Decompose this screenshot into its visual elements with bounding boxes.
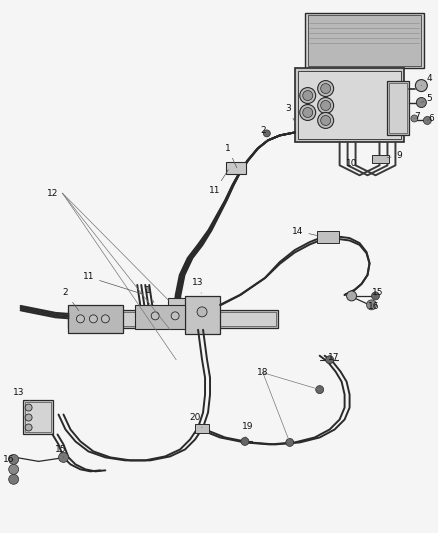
Bar (68, 305, 124, 333)
Circle shape (316, 385, 324, 393)
Text: 3: 3 (285, 104, 296, 123)
Text: 9: 9 (387, 151, 402, 160)
Circle shape (9, 455, 19, 464)
Circle shape (321, 84, 331, 94)
Text: 15: 15 (372, 288, 383, 297)
Text: 19: 19 (242, 422, 254, 439)
Circle shape (321, 101, 331, 110)
Text: 13: 13 (13, 388, 30, 401)
Text: 11: 11 (209, 169, 229, 195)
Bar (295, 68, 404, 142)
Circle shape (151, 312, 159, 320)
Circle shape (171, 312, 179, 320)
Circle shape (318, 98, 334, 114)
Circle shape (286, 439, 294, 447)
Circle shape (89, 315, 97, 323)
Circle shape (417, 98, 426, 108)
Bar (317, 231, 339, 243)
Text: 16: 16 (368, 302, 379, 311)
Bar (308, 15, 421, 66)
Text: 16: 16 (3, 455, 14, 464)
Bar (226, 163, 246, 174)
Text: 1: 1 (145, 286, 154, 302)
Text: 11: 11 (83, 272, 143, 294)
Circle shape (300, 87, 316, 103)
Circle shape (318, 80, 334, 96)
Text: 7: 7 (414, 112, 420, 121)
Circle shape (326, 356, 334, 364)
Circle shape (371, 292, 379, 300)
Bar (71, 312, 276, 326)
Circle shape (59, 453, 68, 462)
Bar (68, 310, 278, 328)
Circle shape (241, 438, 249, 446)
Text: 20: 20 (189, 413, 202, 427)
Bar (388, 80, 410, 135)
Bar (195, 424, 209, 433)
Bar (23, 400, 53, 434)
Circle shape (263, 130, 270, 137)
Text: 15: 15 (55, 445, 66, 457)
Text: 13: 13 (192, 278, 204, 293)
Bar (298, 71, 401, 140)
Bar (371, 155, 389, 163)
Circle shape (303, 108, 313, 117)
Circle shape (367, 300, 377, 310)
Bar (25, 401, 50, 432)
Circle shape (9, 474, 19, 484)
Text: 4: 4 (421, 74, 432, 86)
Circle shape (321, 116, 331, 125)
Text: 14: 14 (292, 227, 317, 236)
Circle shape (25, 414, 32, 421)
Bar (135, 305, 185, 329)
Text: 1: 1 (225, 144, 237, 168)
Bar (168, 298, 186, 312)
Bar (185, 296, 220, 334)
Circle shape (411, 115, 418, 122)
Circle shape (101, 315, 110, 323)
Circle shape (77, 315, 85, 323)
Circle shape (197, 307, 207, 317)
Text: 12: 12 (47, 189, 58, 198)
Text: 5: 5 (421, 94, 432, 103)
Bar (305, 13, 424, 68)
Circle shape (318, 112, 334, 128)
Circle shape (25, 424, 32, 431)
Circle shape (303, 91, 313, 101)
Text: 18: 18 (257, 368, 268, 377)
Circle shape (415, 79, 427, 92)
Bar (389, 83, 407, 133)
Circle shape (346, 291, 357, 301)
Text: 2: 2 (260, 126, 267, 141)
Text: 10: 10 (346, 159, 357, 168)
Text: 2: 2 (63, 288, 79, 311)
Circle shape (424, 117, 431, 124)
Text: 6: 6 (427, 114, 434, 123)
Circle shape (300, 104, 316, 120)
Circle shape (9, 464, 19, 474)
Text: 17: 17 (328, 353, 339, 362)
Circle shape (25, 404, 32, 411)
